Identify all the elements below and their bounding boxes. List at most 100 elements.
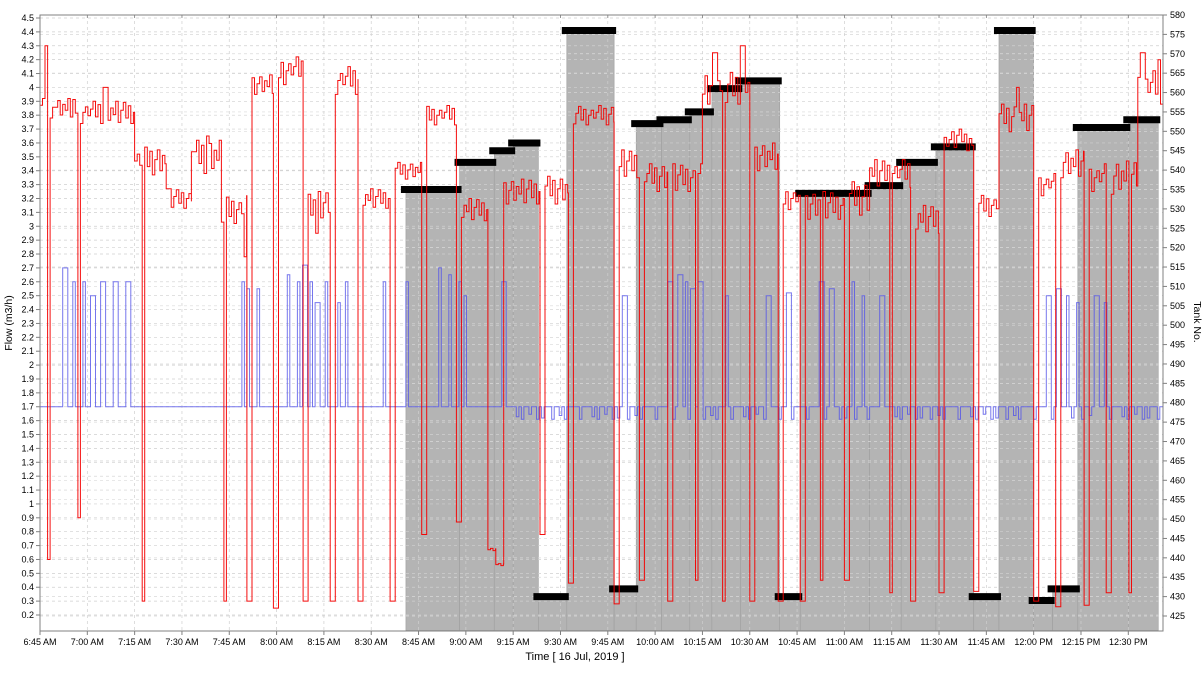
red-flow-layer xyxy=(40,45,1163,609)
tank-fill-step xyxy=(405,189,460,631)
left-axis-tick-label: 1.9 xyxy=(21,374,34,384)
left-axis-tick-label: 2.6 xyxy=(21,277,34,287)
right-axis-tick-label: 435 xyxy=(1170,572,1185,582)
right-axis-tick-label: 580 xyxy=(1170,10,1185,20)
right-axis-tick-label: 440 xyxy=(1170,553,1185,563)
x-axis-tick-label: 12:15 PM xyxy=(1062,637,1101,647)
left-axis-tick-label: 2.1 xyxy=(21,346,34,356)
left-axis-tick-label: 3.7 xyxy=(21,124,34,134)
left-axis-tick-label: 1.1 xyxy=(21,485,34,495)
left-axis-tick-label: 0.3 xyxy=(21,596,34,606)
x-axis-tick-label: 8:15 AM xyxy=(307,637,340,647)
left-axis-tick-label: 4.1 xyxy=(21,69,34,79)
tank-series-layer xyxy=(405,30,1159,631)
x-axis-tick-label: 12:30 PM xyxy=(1109,637,1148,647)
blue-flow-layer xyxy=(40,264,1163,420)
right-axis-tick-label: 565 xyxy=(1170,68,1185,78)
left-axis-tick-label: 3.4 xyxy=(21,166,34,176)
tank-fill-step xyxy=(1128,119,1159,631)
x-axis-tick-label: 6:45 AM xyxy=(23,637,56,647)
right-axis-tick-label: 550 xyxy=(1170,126,1185,136)
tank-fill-step xyxy=(799,193,870,631)
left-axis-tick-label: 0.5 xyxy=(21,568,34,578)
axis-ticks-layer xyxy=(36,14,1167,635)
right-axis-tick-label: 475 xyxy=(1170,417,1185,427)
right-axis-tick-label: 555 xyxy=(1170,107,1185,117)
tank-fill-step xyxy=(935,146,975,631)
right-axis-tick-label: 465 xyxy=(1170,456,1185,466)
right-axis-tick-label: 540 xyxy=(1170,165,1185,175)
left-axis-tick-label: 2.5 xyxy=(21,291,34,301)
left-axis-tick-label: 1.5 xyxy=(21,430,34,440)
x-axis-tick-label: 11:15 AM xyxy=(873,637,910,647)
x-axis-tick-label: 9:45 AM xyxy=(591,637,624,647)
left-axis-tick-label: 1 xyxy=(29,499,34,509)
x-axis-tick-label: 8:00 AM xyxy=(260,637,293,647)
left-axis-tick-label: 3.9 xyxy=(21,96,34,106)
right-axis-tick-label: 560 xyxy=(1170,88,1185,98)
tick-labels-layer: 0.2 0.3 0.4 0.5 0.6 0.7 0.8 0.9 1 1.1 1.2 1.3 1.4 1.5… xyxy=(21,10,1185,647)
tank-fill-step xyxy=(538,596,568,631)
right-axis-tick-label: 500 xyxy=(1170,320,1185,330)
left-axis-tick-label: 3.2 xyxy=(21,193,34,203)
right-axis-tick-label: 535 xyxy=(1170,184,1185,194)
right-axis-tick-label: 460 xyxy=(1170,475,1185,485)
x-axis-tick-label: 9:30 AM xyxy=(544,637,577,647)
x-axis-tick-label: 10:00 AM xyxy=(636,637,674,647)
right-axis-tick-label: 570 xyxy=(1170,49,1185,59)
tank-fill-step xyxy=(900,162,937,631)
left-axis-tick-label: 3.1 xyxy=(21,207,34,217)
left-axis-tick-label: 3.5 xyxy=(21,152,34,162)
left-axis-tick-label: 3.3 xyxy=(21,180,34,190)
left-axis-tick-label: 0.2 xyxy=(21,610,34,620)
x-axis-tick-label: 10:30 AM xyxy=(731,637,769,647)
left-axis-tick-label: 4.5 xyxy=(21,13,34,23)
tank-fill-step xyxy=(1052,588,1079,631)
left-axis-tick-label: 0.9 xyxy=(21,513,34,523)
x-axis-tick-label: 8:45 AM xyxy=(402,637,435,647)
x-axis-tick-label: 11:30 AM xyxy=(920,637,957,647)
tank-fill-step xyxy=(613,588,637,631)
right-axis-tick-label: 425 xyxy=(1170,611,1185,621)
x-axis-tick-label: 9:15 AM xyxy=(497,637,530,647)
left-axis-tick-label: 4 xyxy=(29,82,34,92)
x-axis-tick-label: 8:30 AM xyxy=(355,637,388,647)
left-axis-tick-label: 1.3 xyxy=(21,457,34,467)
left-axis-tick-label: 4.4 xyxy=(21,27,34,37)
left-axis-title: Flow (m3/h) xyxy=(3,295,15,350)
left-axis-tick-label: 1.7 xyxy=(21,402,34,412)
right-axis-tick-label: 485 xyxy=(1170,378,1185,388)
left-axis-tick-label: 0.8 xyxy=(21,527,34,537)
tank-fill-step xyxy=(869,185,902,631)
x-axis-tick-label: 7:15 AM xyxy=(118,637,151,647)
x-axis-tick-label: 10:15 AM xyxy=(683,637,721,647)
blue-flow-line xyxy=(40,264,1163,420)
x-axis-tick-label: 7:45 AM xyxy=(213,637,246,647)
right-axis-tick-label: 515 xyxy=(1170,262,1185,272)
left-axis-tick-label: 2.4 xyxy=(21,305,34,315)
right-axis-tick-label: 495 xyxy=(1170,340,1185,350)
x-axis-tick-label: 9:00 AM xyxy=(449,637,482,647)
left-axis-tick-label: 0.7 xyxy=(21,541,34,551)
right-axis-tick-label: 520 xyxy=(1170,243,1185,253)
right-axis-tick-label: 455 xyxy=(1170,495,1185,505)
left-axis-tick-label: 2.3 xyxy=(21,318,34,328)
right-axis-tick-label: 530 xyxy=(1170,204,1185,214)
left-axis-tick-label: 3.8 xyxy=(21,110,34,120)
x-axis-tick-label: 12:00 PM xyxy=(1014,637,1053,647)
gridlines-layer xyxy=(39,14,1163,631)
left-axis-tick-label: 1.2 xyxy=(21,471,34,481)
left-axis-tick-label: 0.4 xyxy=(21,582,34,592)
x-axis-title: Time [ 16 Jul, 2019 ] xyxy=(525,651,624,663)
left-axis-tick-label: 1.8 xyxy=(21,388,34,398)
right-axis-tick-label: 450 xyxy=(1170,514,1185,524)
tank-fill-step xyxy=(459,162,495,631)
x-axis-tick-label: 10:45 AM xyxy=(778,637,816,647)
right-axis-tick-label: 430 xyxy=(1170,592,1185,602)
x-axis-tick-label: 11:45 AM xyxy=(968,637,1005,647)
left-axis-tick-label: 2.2 xyxy=(21,332,34,342)
red-flow-line xyxy=(40,45,1163,609)
left-axis-tick-label: 2.7 xyxy=(21,263,34,273)
x-axis-tick-label: 7:00 AM xyxy=(71,637,104,647)
